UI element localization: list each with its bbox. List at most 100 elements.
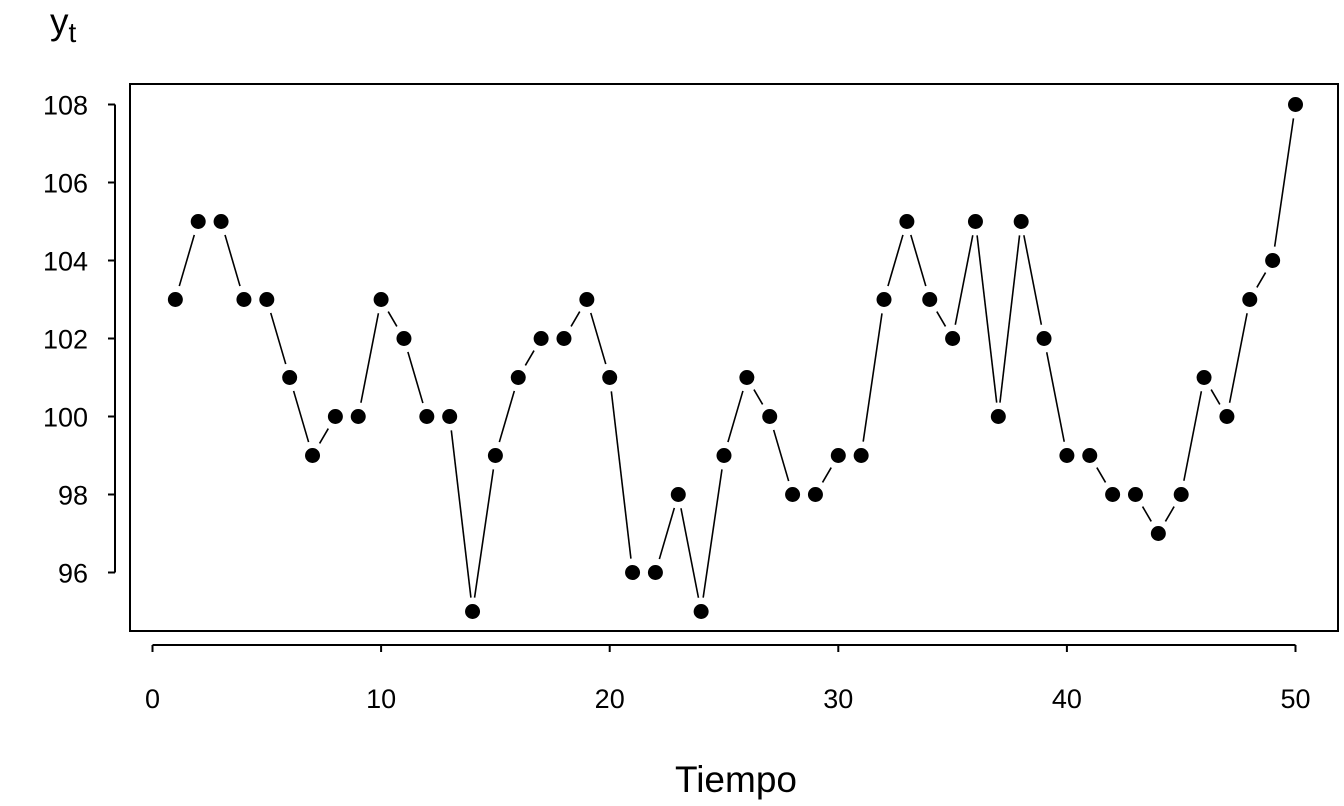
x-tick-label: 30 — [823, 684, 853, 714]
y-axis-title-subscript: t — [69, 17, 77, 48]
x-axis: 0 10 20 30 40 50 — [145, 644, 1311, 714]
series-segment — [821, 467, 832, 483]
data-point — [533, 331, 549, 346]
series-segment — [590, 312, 607, 365]
data-point — [510, 370, 526, 385]
data-point — [259, 292, 275, 307]
data-point — [1219, 409, 1235, 424]
y-tick-label: 108 — [43, 91, 88, 121]
series-segment — [570, 311, 581, 327]
data-point — [419, 409, 435, 424]
data-point — [1242, 292, 1258, 307]
data-point — [373, 292, 389, 307]
series-segment — [1023, 235, 1043, 325]
data-point — [556, 331, 572, 346]
series-line — [178, 118, 1295, 598]
series-segment — [473, 469, 495, 598]
y-tick-label: 96 — [58, 559, 88, 589]
series-segment — [360, 313, 380, 403]
y-tick-label: 104 — [43, 247, 88, 277]
series-segment — [999, 235, 1021, 403]
data-point — [876, 292, 892, 307]
series-segment — [1256, 272, 1267, 288]
data-point — [487, 448, 503, 463]
y-tick-label: 106 — [43, 169, 88, 199]
data-point — [1265, 253, 1281, 268]
series-segment — [318, 428, 329, 444]
series-segment — [387, 311, 398, 327]
series-segment — [753, 389, 764, 405]
series-segment — [658, 507, 676, 560]
data-point — [922, 292, 938, 307]
data-point — [807, 487, 823, 502]
data-point — [1173, 487, 1189, 502]
data-point — [1082, 448, 1098, 463]
data-point — [1288, 97, 1303, 112]
x-tick-label: 50 — [1280, 684, 1310, 714]
series-segment — [976, 235, 998, 403]
series-segment — [727, 390, 744, 443]
y-tick-label: 100 — [43, 403, 88, 433]
data-point — [853, 448, 869, 463]
series-segment — [887, 234, 904, 287]
series-segment — [498, 390, 516, 443]
data-point — [1105, 487, 1121, 502]
data-point — [625, 565, 641, 580]
series-segment — [224, 234, 241, 287]
series-segment — [292, 390, 310, 443]
data-point — [305, 448, 321, 463]
data-point — [579, 292, 595, 307]
series-segment — [702, 469, 723, 598]
x-tick-label: 10 — [366, 684, 396, 714]
data-point — [1013, 214, 1029, 229]
data-point — [762, 409, 778, 424]
data-point — [830, 448, 846, 463]
series-segment — [269, 312, 287, 365]
y-tick-label: 98 — [58, 481, 88, 511]
data-point — [350, 409, 366, 424]
data-point — [1059, 448, 1075, 463]
series-segment — [1164, 506, 1175, 522]
series-segment — [1183, 391, 1203, 481]
data-point — [716, 448, 732, 463]
series-segment — [954, 235, 974, 325]
y-axis-title-main: y — [50, 1, 69, 42]
data-point — [190, 214, 206, 229]
series-segment — [524, 350, 535, 366]
data-point — [602, 370, 618, 385]
series-segment — [936, 311, 947, 327]
series-segment — [450, 430, 472, 598]
series-segment — [772, 429, 790, 482]
y-tick-label: 102 — [43, 325, 88, 355]
series-segment — [1210, 389, 1221, 405]
data-point — [1036, 331, 1052, 346]
data-point — [785, 487, 801, 502]
data-point — [442, 409, 458, 424]
y-axis-title: yt — [50, 1, 77, 48]
data-point — [282, 370, 298, 385]
series-segment — [1141, 506, 1152, 522]
data-point — [739, 370, 755, 385]
data-point — [967, 214, 983, 229]
data-point — [1127, 487, 1143, 502]
data-point — [1196, 370, 1212, 385]
x-tick-label: 40 — [1052, 684, 1082, 714]
series-segment — [1273, 118, 1295, 247]
series-segment — [862, 313, 883, 442]
series-segment — [1045, 352, 1066, 442]
data-point — [647, 565, 663, 580]
data-point — [327, 409, 343, 424]
series-segment — [1096, 467, 1107, 483]
data-point — [990, 409, 1006, 424]
series-segment — [178, 234, 196, 287]
series-segment — [910, 234, 927, 287]
data-point — [945, 331, 961, 346]
data-point — [1150, 526, 1166, 541]
data-point — [396, 331, 412, 346]
series-segment — [680, 508, 700, 598]
data-point — [899, 214, 915, 229]
x-axis-title: Tiempo — [675, 759, 797, 800]
x-tick-label: 0 — [145, 684, 160, 714]
data-point — [167, 292, 183, 307]
